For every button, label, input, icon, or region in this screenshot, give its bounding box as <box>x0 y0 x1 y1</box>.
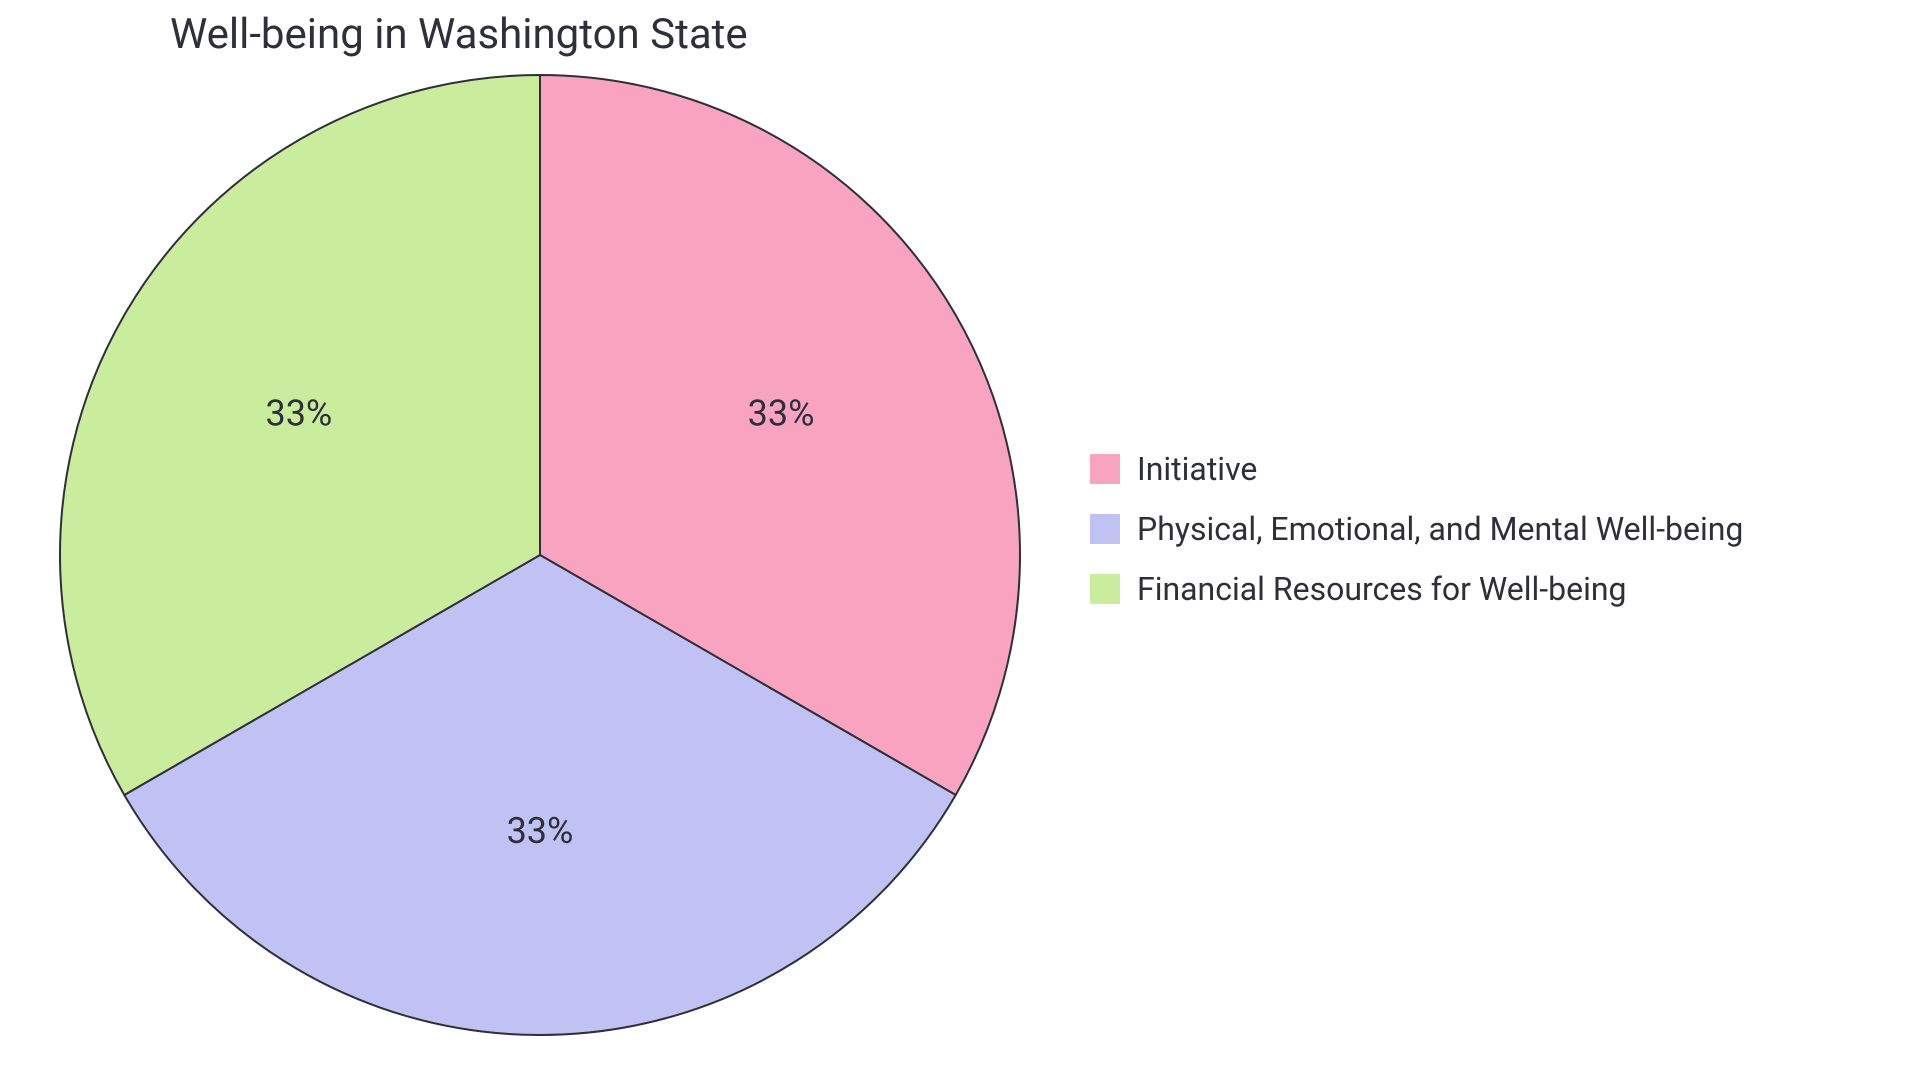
legend-swatch <box>1090 454 1120 484</box>
slice-percent-label: 33% <box>265 392 332 434</box>
legend-label: Physical, Emotional, and Mental Well-bei… <box>1137 510 1743 548</box>
pie-svg: 33% 33% 33% <box>58 73 1022 1037</box>
slice-percent-label: 33% <box>507 810 574 852</box>
chart-title: Well-being in Washington State <box>170 10 748 59</box>
slice-percent-label: 33% <box>748 392 815 434</box>
legend-item[interactable]: Financial Resources for Well-being <box>1090 570 1743 608</box>
legend-item[interactable]: Physical, Emotional, and Mental Well-bei… <box>1090 510 1743 548</box>
legend: Initiative Physical, Emotional, and Menta… <box>1090 450 1743 608</box>
legend-item[interactable]: Initiative <box>1090 450 1743 488</box>
legend-swatch <box>1090 514 1120 544</box>
pie-chart: 33% 33% 33% <box>58 73 1022 1041</box>
legend-label: Initiative <box>1137 450 1257 488</box>
legend-swatch <box>1090 574 1120 604</box>
legend-label: Financial Resources for Well-being <box>1137 570 1626 608</box>
chart-container: Well-being in Washington State 33%33%33%… <box>0 0 1920 1080</box>
